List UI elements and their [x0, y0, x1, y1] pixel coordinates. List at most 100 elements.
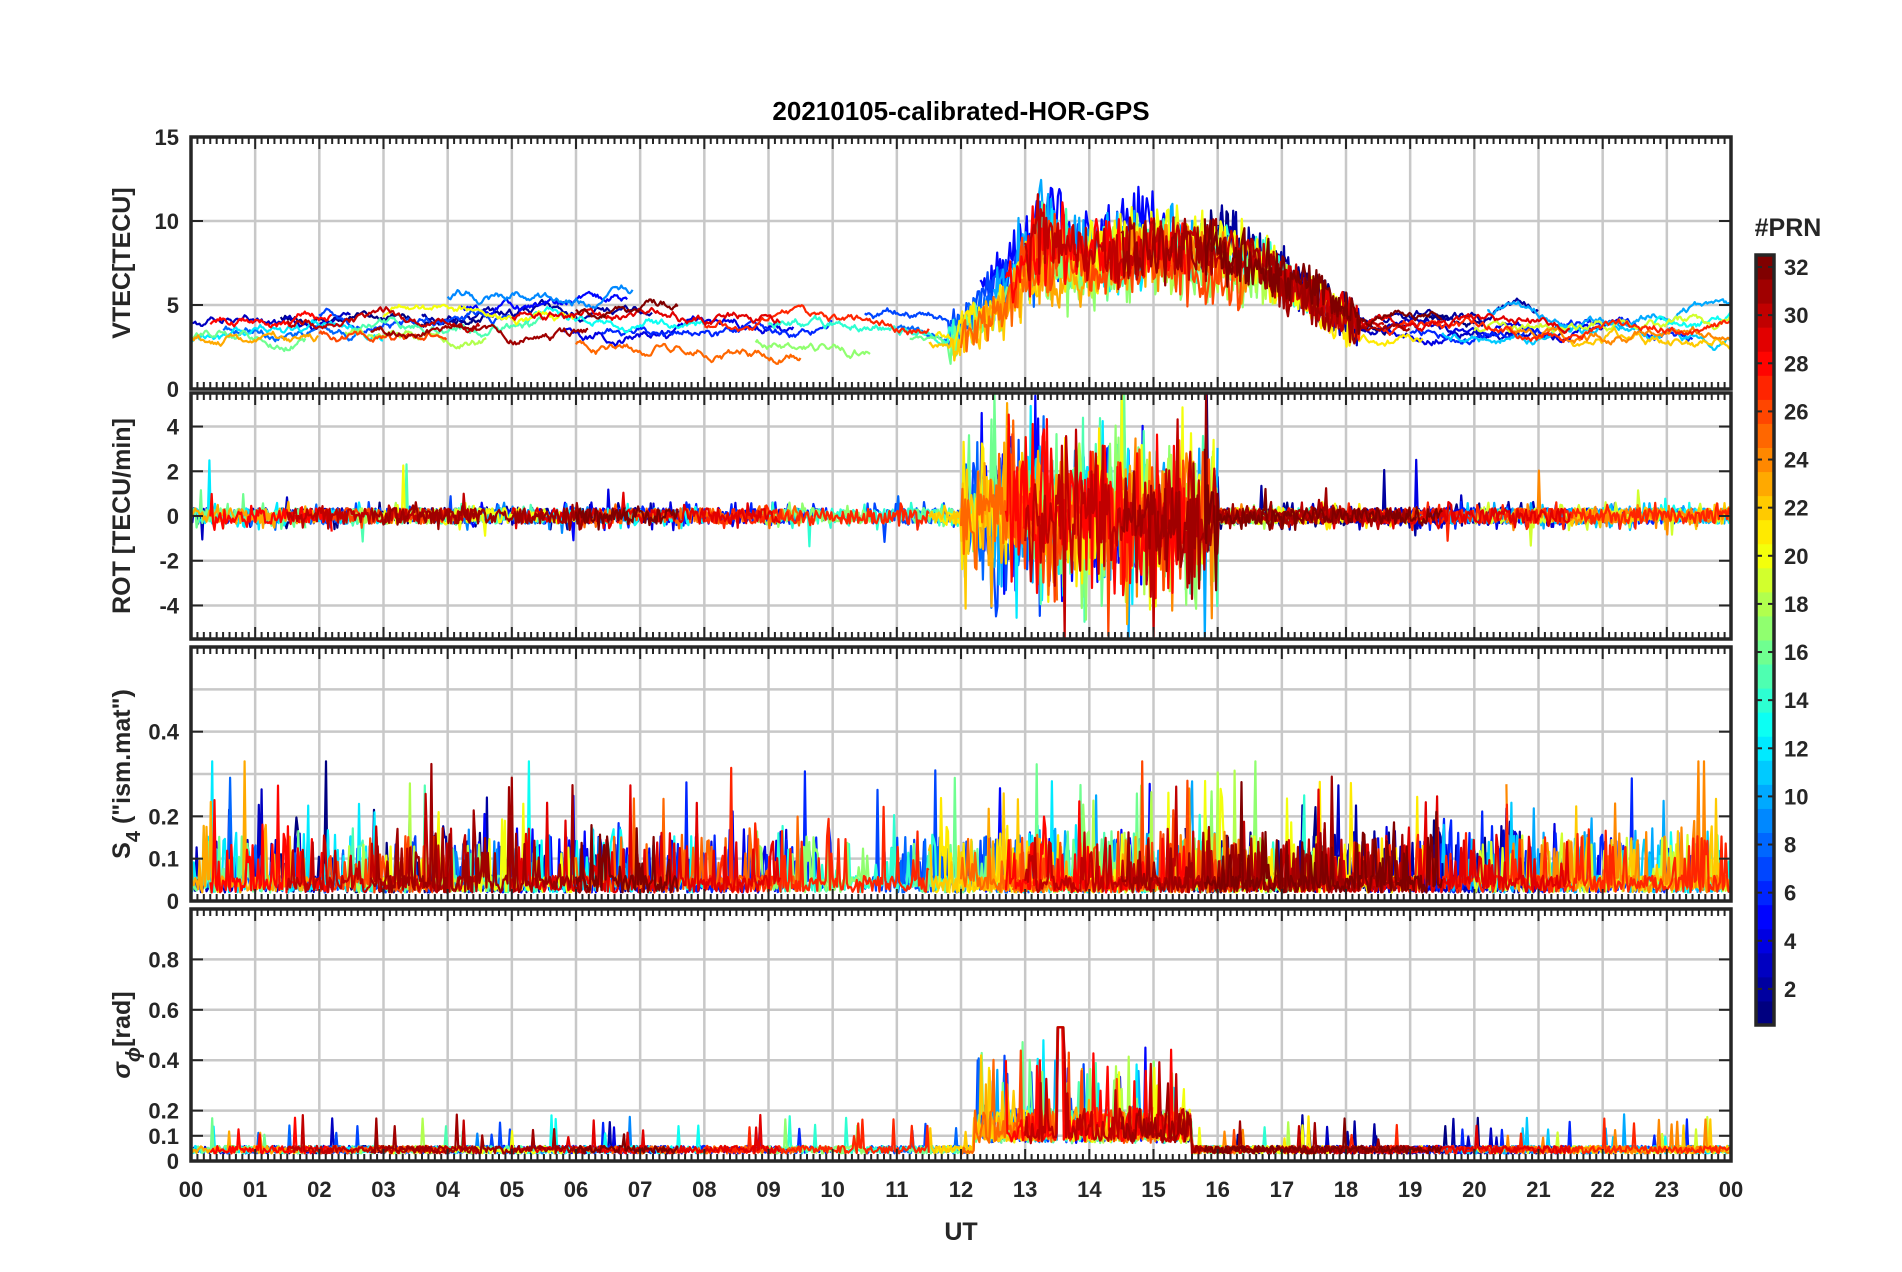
x-tick-label: 19 [1398, 1177, 1422, 1202]
y-tick-label: 5 [167, 293, 179, 318]
y-tick-label: 4 [167, 415, 180, 440]
x-tick-label: 00 [1719, 1177, 1743, 1202]
y-axis-label-sub: 4 [123, 830, 145, 842]
colorbar-tick-label: 6 [1784, 881, 1796, 906]
y-tick-label: -4 [159, 593, 179, 618]
panel-frame [189, 907, 1733, 1163]
series-line-prn-20 [382, 303, 577, 326]
series-line-prn-17 [754, 339, 871, 360]
y-tick-label: 0.2 [148, 804, 179, 829]
colorbar-tick-label: 18 [1784, 592, 1808, 617]
x-tick-label: 21 [1526, 1177, 1550, 1202]
series-line-prn-15 [350, 315, 544, 338]
y-tick-label: -2 [159, 549, 179, 574]
x-tick-label: 01 [243, 1177, 267, 1202]
y-axis-label: ROT [TECU/min] [108, 418, 136, 614]
colorbar-block-prn-8 [1756, 832, 1774, 858]
series-line-prn-32 [575, 298, 679, 320]
series-line-prn-11 [1441, 320, 1731, 351]
y-tick-label: 0 [167, 377, 179, 402]
series-layer [191, 178, 1731, 365]
panel-rot: -4 -2 0 2 4 ROT [TECU/min] [108, 391, 1733, 641]
colorbar-block-prn-6 [1756, 880, 1774, 906]
colorbar-block-prn-10 [1756, 784, 1774, 809]
colorbar-block-prn-13 [1756, 712, 1774, 737]
colorbar-tick-label: 14 [1784, 688, 1809, 713]
series-line-prn-32 [574, 1133, 679, 1155]
chart-title: 20210105-calibrated-HOR-GPS [772, 96, 1149, 126]
y-axis-label: σϕ[rad] [108, 991, 145, 1078]
series-line-prn-31 [370, 323, 589, 346]
series-layer [191, 1026, 1731, 1155]
series-line-prn-32 [1203, 780, 1444, 894]
y-axis-label: S4 ("ism.mat") [108, 689, 145, 859]
colorbar-block-prn-29 [1756, 327, 1774, 352]
x-tick-label: 07 [628, 1177, 652, 1202]
series-line-prn-29 [1280, 501, 1571, 530]
y-tick-label: 2 [167, 459, 179, 484]
colorbar-block-prn-21 [1756, 519, 1774, 545]
colorbar-block-prn-31 [1756, 279, 1774, 304]
series-line-prn-13 [523, 306, 705, 334]
series-line-prn-24 [1505, 325, 1731, 346]
series-line-prn-32 [574, 505, 679, 531]
x-tick-label: 09 [756, 1177, 780, 1202]
x-tick-label: 11 [885, 1177, 908, 1202]
x-tick-label: 13 [1013, 1177, 1037, 1202]
colorbar-block-prn-22 [1756, 495, 1774, 521]
series-line-prn-32 [1203, 448, 1443, 592]
series-line-prn-29 [511, 306, 781, 326]
colorbar-block-prn-17 [1756, 615, 1774, 641]
colorbar-block-prn-28 [1756, 351, 1774, 376]
x-tick-label: 14 [1077, 1177, 1102, 1202]
y-axis-label-main: σ [108, 1061, 136, 1079]
series-line-prn-28 [209, 310, 333, 329]
colorbar-block-prn-2 [1756, 976, 1774, 1002]
colorbar-tick-label: 2 [1784, 977, 1796, 1002]
series-line-prn-4 [562, 315, 795, 347]
colorbar-block-prn-9 [1756, 808, 1774, 833]
series-line-prn-31 [370, 501, 590, 532]
series-line-prn-30 [286, 306, 481, 334]
x-tick-label: 17 [1270, 1177, 1294, 1202]
x-tick-label: 03 [371, 1177, 395, 1202]
colorbar-tick-label: 28 [1784, 351, 1808, 376]
colorbar-tick-label: 26 [1784, 399, 1808, 424]
panel-frame [189, 391, 1733, 641]
colorbar-block-prn-14 [1756, 688, 1774, 713]
y-axis-label-rest: [rad] [108, 991, 136, 1047]
series-line-prn-32 [1203, 1117, 1443, 1155]
x-tick-label: 16 [1205, 1177, 1229, 1202]
series-line-prn-28 [209, 1116, 333, 1155]
colorbar-tick-label: 24 [1784, 448, 1809, 473]
y-axis-label-sub: ϕ [123, 1047, 145, 1062]
colorbar-block-prn-20 [1756, 543, 1774, 569]
series-line-prn-16 [191, 329, 307, 353]
colorbar-block-prn-26 [1756, 399, 1774, 424]
colorbar-block-prn-30 [1756, 303, 1774, 328]
series-line-prn-23 [191, 330, 319, 347]
colorbar-tick-label: 20 [1784, 544, 1808, 569]
y-tick-label: 0.8 [148, 947, 179, 972]
colorbar-blocks [1756, 255, 1774, 1026]
panel-s4: 00.10.20.4S4 ("ism.mat") [108, 645, 1733, 914]
x-tick-label: 15 [1141, 1177, 1165, 1202]
y-tick-label: 10 [155, 209, 179, 234]
series-line-prn-31 [369, 762, 590, 894]
x-tick-label: 08 [692, 1177, 716, 1202]
colorbar-title: #PRN [1755, 214, 1822, 242]
y-tick-label: 0.2 [148, 1099, 179, 1124]
x-tick-label: 00 [179, 1177, 203, 1202]
colorbar-block-prn-4 [1756, 928, 1774, 954]
colorbar-tick-label: 8 [1784, 833, 1796, 858]
series-line-prn-9 [446, 284, 634, 310]
y-tick-label: 0.1 [148, 1124, 179, 1149]
series-line-prn-31 [1120, 393, 1410, 601]
panel-frame [189, 135, 1733, 391]
series-line-prn-25 [575, 339, 802, 365]
series-line-prn-32 [1203, 218, 1443, 335]
x-tick-label: 18 [1334, 1177, 1358, 1202]
y-tick-label: 0.4 [148, 1048, 179, 1073]
